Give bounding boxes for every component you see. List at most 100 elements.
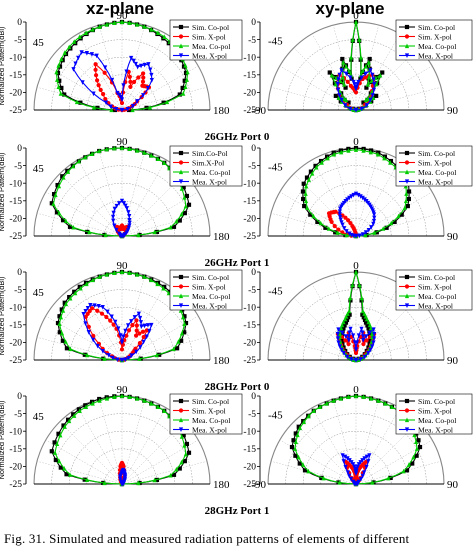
data-point xyxy=(127,223,132,228)
data-point xyxy=(337,209,342,214)
r-tick-label: -5 xyxy=(248,162,256,172)
legend-label: Mea. X-pol xyxy=(192,425,227,434)
data-point xyxy=(103,100,109,106)
data-point xyxy=(144,334,149,340)
data-point xyxy=(348,75,353,81)
data-point xyxy=(343,215,348,220)
data-point xyxy=(318,220,323,226)
data-point xyxy=(127,20,132,26)
legend-label: Sim. X-pol xyxy=(418,158,452,167)
grid-ring xyxy=(86,448,158,485)
data-point xyxy=(128,79,133,84)
data-point xyxy=(58,91,63,96)
legend-label: Mea. Co-pol xyxy=(192,416,230,425)
angle-label-m45: -45 xyxy=(268,162,283,174)
legend-label: Sim. X-pol xyxy=(418,32,452,41)
data-point xyxy=(186,202,192,207)
data-point xyxy=(182,459,187,464)
data-point xyxy=(406,196,411,202)
data-point xyxy=(311,213,316,219)
data-point xyxy=(118,477,123,483)
data-point xyxy=(154,352,159,358)
data-point xyxy=(183,320,189,326)
data-point xyxy=(383,401,388,406)
data-point xyxy=(361,100,366,105)
data-point xyxy=(343,97,349,103)
data-point xyxy=(110,214,116,220)
grid-ring xyxy=(86,324,158,361)
data-point xyxy=(145,323,151,328)
data-point xyxy=(346,394,351,400)
grid-spoke xyxy=(121,274,145,361)
data-point xyxy=(364,103,369,108)
data-point xyxy=(350,282,355,288)
data-point xyxy=(180,314,186,320)
data-point xyxy=(127,214,132,219)
angle-label-180: 180 xyxy=(213,105,230,117)
data-point xyxy=(404,191,409,196)
data-point xyxy=(337,480,342,485)
data-point xyxy=(90,401,95,406)
data-point xyxy=(102,356,107,361)
series-markers xyxy=(71,50,154,113)
grid-spoke xyxy=(355,33,401,111)
grid-ring xyxy=(302,182,410,237)
data-point xyxy=(324,401,329,406)
grid-spoke xyxy=(59,47,123,111)
data-point xyxy=(155,404,161,410)
data-point xyxy=(371,77,376,83)
data-point xyxy=(354,340,360,345)
data-point xyxy=(133,61,138,67)
grid-spoke xyxy=(59,173,123,237)
data-point xyxy=(341,81,347,87)
data-point xyxy=(306,177,311,182)
data-point xyxy=(179,338,184,343)
legend-label: Sim.Co-Pol xyxy=(192,149,228,158)
data-point xyxy=(176,339,181,344)
data-point xyxy=(104,395,110,401)
r-tick-label: -25 xyxy=(243,356,256,366)
data-point xyxy=(145,86,151,91)
data-point xyxy=(351,479,356,485)
data-point xyxy=(104,314,109,320)
data-point xyxy=(371,340,376,346)
data-point xyxy=(366,59,371,65)
grid-spoke xyxy=(121,398,145,485)
legend-marker xyxy=(404,24,410,30)
data-point xyxy=(174,218,179,224)
data-point xyxy=(351,192,356,198)
data-point xyxy=(353,191,359,197)
data-point xyxy=(100,348,105,354)
data-point xyxy=(171,224,177,229)
legend-marker xyxy=(178,150,184,156)
data-point xyxy=(344,63,349,69)
data-point xyxy=(96,304,101,309)
data-point xyxy=(406,189,412,194)
data-point xyxy=(365,323,370,328)
data-point xyxy=(347,231,352,237)
data-point xyxy=(93,62,98,67)
data-point xyxy=(126,328,132,333)
data-point xyxy=(77,284,82,289)
grid-spoke xyxy=(333,398,357,485)
data-point xyxy=(74,99,80,105)
data-point xyxy=(111,210,116,216)
data-point xyxy=(368,97,373,103)
data-point xyxy=(65,417,71,422)
data-point xyxy=(155,156,161,162)
data-point xyxy=(71,224,76,230)
data-point xyxy=(362,354,367,360)
data-point xyxy=(73,61,78,67)
data-point xyxy=(67,44,72,50)
grid-spoke xyxy=(121,407,167,485)
angle-label-90: 90 xyxy=(447,105,459,117)
data-point xyxy=(364,338,369,343)
data-point xyxy=(368,395,374,401)
angle-label-45: 45 xyxy=(33,37,45,49)
